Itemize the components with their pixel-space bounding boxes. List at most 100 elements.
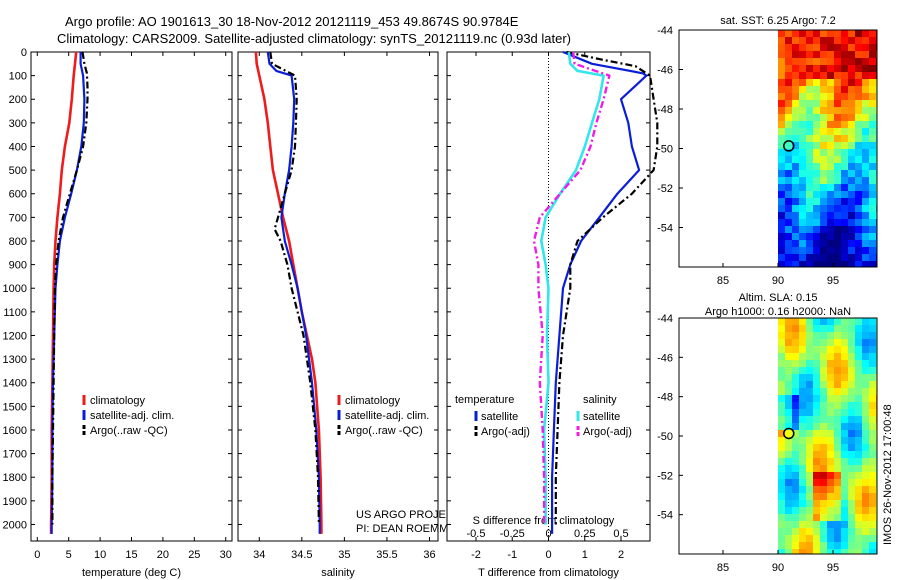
float-position-marker (783, 140, 795, 152)
heatmap-cell (778, 114, 786, 122)
heatmap-cell (792, 93, 800, 101)
heatmap-cell (841, 149, 849, 157)
heatmap-cell (862, 416, 870, 424)
heatmap-cell (785, 381, 793, 389)
heatmap-cell (855, 395, 863, 403)
heatmap-cell (806, 549, 814, 555)
heatmap-cell (820, 261, 828, 268)
heatmap-cell (806, 360, 814, 368)
heatmap-cell (778, 353, 786, 361)
heatmap-cell (827, 65, 835, 73)
heatmap-cell (855, 233, 863, 241)
heatmap-cell (869, 458, 877, 466)
heatmap-cell (806, 465, 814, 473)
heatmap-cell (806, 339, 814, 347)
heatmap-cell (806, 226, 814, 234)
heatmap-cell (785, 493, 793, 501)
heatmap-cell (855, 261, 863, 268)
heatmap-cell (785, 514, 793, 522)
heatmap-cell (855, 100, 863, 108)
heatmap-cell (827, 191, 835, 199)
heatmap-cell (834, 219, 842, 227)
heatmap-cell (785, 500, 793, 508)
heatmap-cell (792, 212, 800, 220)
heatmap-cell (827, 254, 835, 262)
heatmap-cell (834, 318, 842, 326)
heatmap-cell (785, 51, 793, 59)
y-tick-label: -44 (657, 313, 673, 325)
heatmap-cell (862, 528, 870, 536)
heatmap-cell (806, 514, 814, 522)
heatmap-cell (806, 128, 814, 136)
heatmap-cell (848, 374, 856, 382)
heatmap-cell (869, 247, 877, 255)
heatmap-cell (813, 472, 821, 480)
heatmap-cell (813, 233, 821, 241)
heatmap-cell (827, 521, 835, 529)
heatmap-cell (834, 472, 842, 480)
heatmap-cell (862, 51, 870, 59)
heatmap-cell (855, 65, 863, 73)
heatmap-cell (862, 402, 870, 410)
heatmap-cell (799, 353, 807, 361)
heatmap-cell (869, 79, 877, 87)
heatmap-cell (792, 514, 800, 522)
heatmap-cell (862, 493, 870, 501)
heatmap-cell (785, 233, 793, 241)
heatmap-cell (813, 542, 821, 550)
y-tick-label: 1200 (3, 330, 27, 342)
heatmap-cell (862, 374, 870, 382)
heatmap-cell (778, 409, 786, 417)
heatmap-cell (813, 325, 821, 333)
heatmap-cell (813, 114, 821, 122)
heatmap-cell (841, 500, 849, 508)
heatmap-cell (813, 107, 821, 115)
heatmap-cell (848, 107, 856, 115)
heatmap-cell (855, 451, 863, 459)
heatmap-cell (785, 465, 793, 473)
heatmap-cell (813, 100, 821, 108)
y-tick-label: 400 (9, 141, 27, 153)
heatmap-cell (834, 247, 842, 255)
heatmap-cell (806, 367, 814, 375)
heatmap-cell (785, 44, 793, 52)
heatmap-cell (778, 423, 786, 431)
heatmap-cell (806, 507, 814, 515)
heatmap-cell (792, 339, 800, 347)
heatmap-cell (820, 44, 828, 52)
heatmap-cell (827, 535, 835, 543)
heatmap-cell (862, 395, 870, 403)
heatmap-cell (862, 240, 870, 248)
heatmap-cell (848, 121, 856, 129)
heatmap-cell (862, 500, 870, 508)
heatmap-cell (785, 72, 793, 80)
heatmap-cell (813, 465, 821, 473)
heatmap-cell (848, 219, 856, 227)
heatmap-cell (869, 51, 877, 59)
heatmap-cell (813, 521, 821, 529)
heatmap-cell (792, 318, 800, 326)
profile-panel-temperature: 0100200300400500600700800900100011001200… (3, 47, 233, 579)
heatmap-cell (869, 493, 877, 501)
heatmap-cell (778, 226, 786, 234)
series-line-satellite-adj-clim- (50, 52, 86, 534)
legend-label: satellite (583, 411, 620, 423)
heatmap-cell (792, 44, 800, 52)
heatmap-cell (848, 198, 856, 206)
heatmap-cell (827, 170, 835, 178)
heatmap-cell (820, 184, 828, 192)
heatmap-cell (799, 72, 807, 80)
heatmap-cell (792, 479, 800, 487)
heatmap-cell (827, 528, 835, 536)
heatmap-cell (785, 479, 793, 487)
heatmap-cell (778, 65, 786, 73)
heatmap-cell (862, 184, 870, 192)
heatmap-cell (827, 86, 835, 94)
heatmap-cell (778, 86, 786, 94)
heatmap-cell (820, 388, 828, 396)
heatmap-cell (813, 451, 821, 459)
heatmap-cell (841, 451, 849, 459)
heatmap-cell (820, 402, 828, 410)
heatmap-cell (855, 542, 863, 550)
heatmap-cell (799, 437, 807, 445)
